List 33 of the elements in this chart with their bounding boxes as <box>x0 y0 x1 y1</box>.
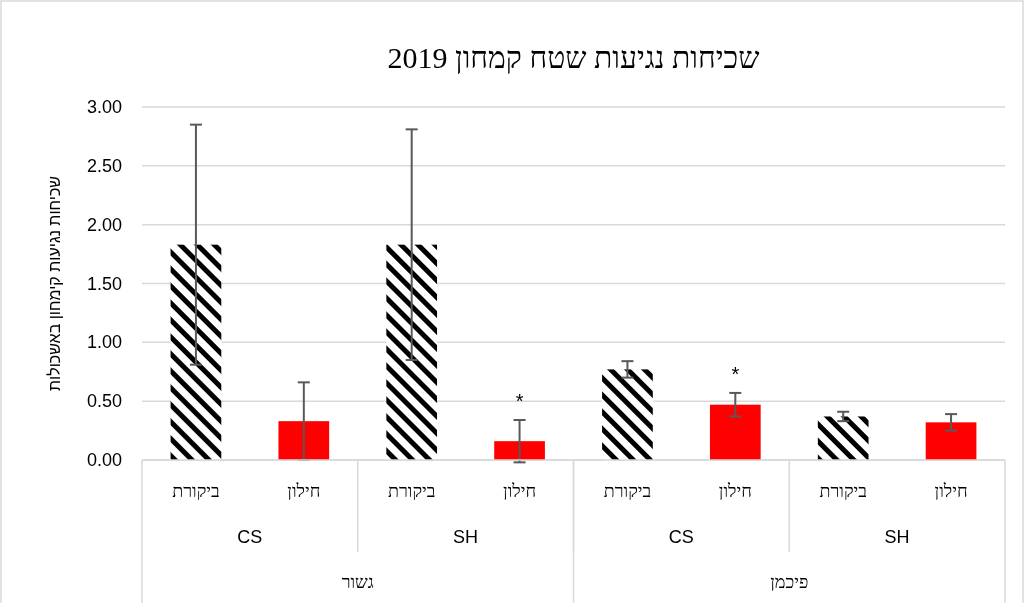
x-tick-label: חילון <box>287 481 321 501</box>
x-tick-label: ביקורת <box>819 481 867 501</box>
data-label: * <box>731 362 740 385</box>
x-tick-label: ביקורת <box>172 481 220 501</box>
data-label: * <box>515 389 524 412</box>
text: SH <box>884 527 910 547</box>
text: גשור <box>341 572 374 592</box>
bar <box>386 244 438 460</box>
text: CS <box>237 527 263 547</box>
y-tick-label: 2.50 <box>86 155 122 176</box>
bar <box>602 369 653 460</box>
text: SH <box>453 527 479 547</box>
chart-title: שכיחות נגיעות שטח קמחון 2019 <box>387 41 760 74</box>
bar <box>709 404 761 460</box>
y-tick-label: 1.50 <box>86 273 122 294</box>
bar <box>278 421 330 460</box>
text: פיכמן <box>770 572 809 592</box>
x-tick-label: ביקורת <box>387 481 436 501</box>
x-tick-label: ביקורת <box>603 481 652 501</box>
y-tick-label: 1.00 <box>86 332 122 353</box>
bar <box>925 422 977 460</box>
x-tick-label: חילון <box>934 481 968 501</box>
y-tick-label: 2.00 <box>86 214 122 235</box>
text: CS <box>668 527 694 547</box>
bar <box>817 416 869 460</box>
x-tick-label: חילון <box>503 481 537 501</box>
bar <box>494 441 545 460</box>
y-tick-label: 0.00 <box>86 450 122 470</box>
bar <box>170 244 222 460</box>
y-axis-title: שכיחות נגיעות קימחון באשכולות <box>46 176 63 391</box>
y-tick-label: 0.50 <box>86 391 122 412</box>
x-tick-label: חילון <box>718 481 752 501</box>
y-tick-label: 3.00 <box>86 97 122 117</box>
